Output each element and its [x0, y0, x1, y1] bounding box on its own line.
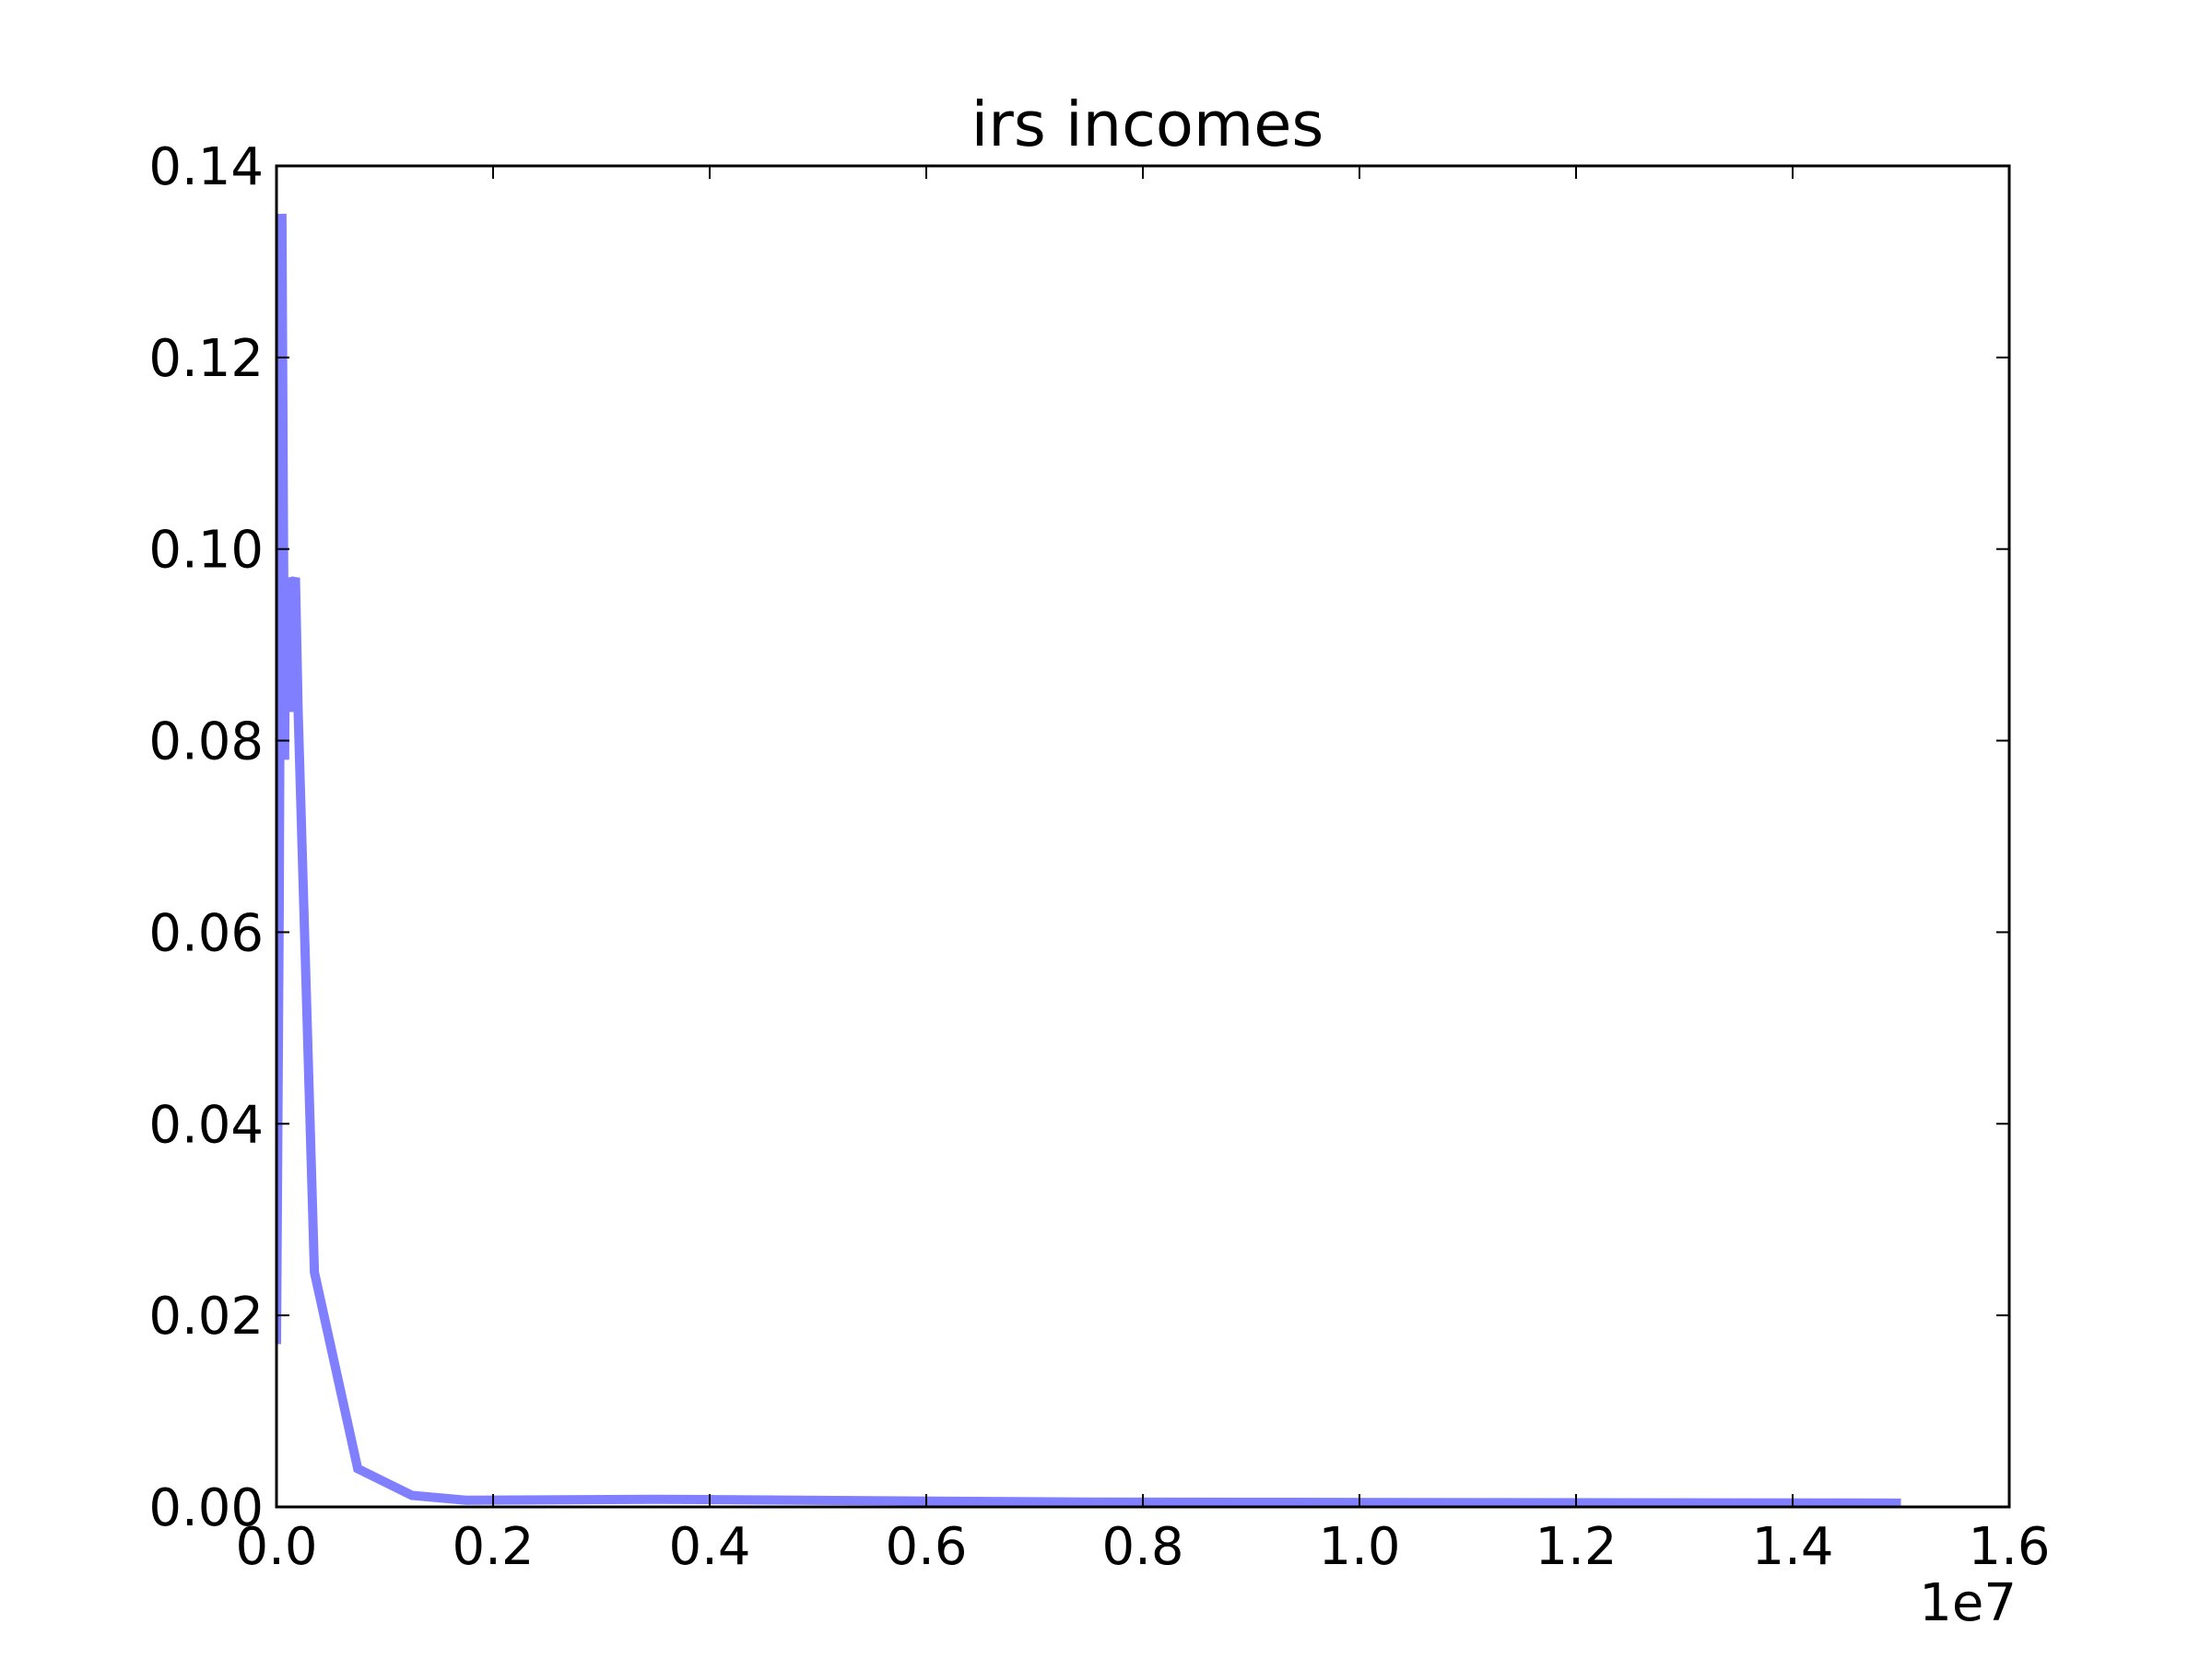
x-tick-label: 1.6 [1968, 1517, 2050, 1577]
y-tick-label: 0.14 [148, 137, 264, 197]
y-tick-label: 0.08 [148, 712, 264, 772]
y-tick-label: 0.04 [148, 1095, 264, 1155]
chart-title: irs incomes [971, 88, 1324, 160]
x-tick-label: 1.4 [1751, 1517, 1833, 1577]
y-tick-label: 0.10 [148, 521, 264, 581]
x-tick-label: 0.6 [885, 1517, 967, 1577]
y-tick-label: 0.12 [148, 329, 264, 389]
y-tick-label: 0.02 [148, 1287, 264, 1347]
x-tick-label: 0.8 [1101, 1517, 1183, 1577]
y-tick-label: 0.06 [148, 903, 264, 963]
plot-area: 0.0 0.2 0.4 0.6 0.8 1.0 1.2 1.4 1.6 0.00 0.02 0.04 0… [148, 137, 2050, 1577]
series-line-1 [276, 213, 1901, 1507]
x-tick-label: 1.2 [1535, 1517, 1617, 1577]
x-tick-label: 0.4 [668, 1517, 750, 1577]
x-tick-label: 0.2 [452, 1517, 534, 1577]
x-tick-label: 0.0 [235, 1517, 317, 1577]
x-tick-label: 1.0 [1318, 1517, 1400, 1577]
x-offset-label: 1e7 [1919, 1573, 2017, 1633]
y-tick-label: 0.00 [148, 1478, 264, 1538]
